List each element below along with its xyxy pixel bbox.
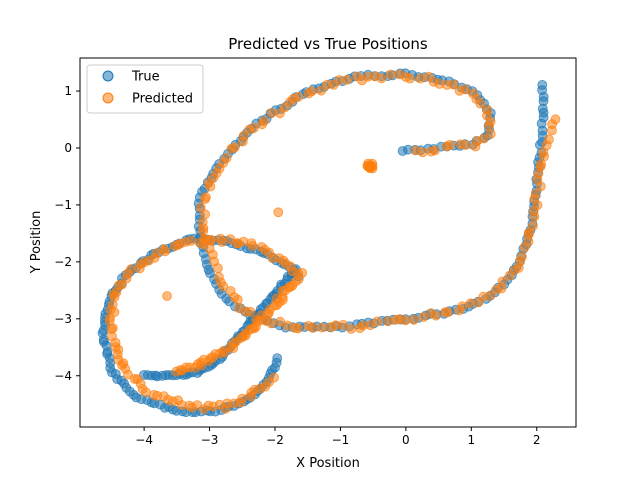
predicted-point	[322, 79, 333, 90]
predicted-point	[218, 281, 229, 292]
y-tick-label: 0	[64, 141, 72, 155]
predicted-point	[352, 71, 362, 82]
predicted-point	[338, 319, 349, 330]
true-point	[537, 80, 548, 90]
predicted-point	[415, 73, 426, 84]
x-tick-label: −1	[332, 433, 350, 447]
predicted-point	[417, 147, 428, 158]
legend-marker-predicted	[102, 92, 114, 104]
predicted-point	[497, 276, 508, 287]
predicted-point	[303, 88, 314, 99]
predicted-point	[485, 290, 496, 301]
y-tick-label: −2	[54, 255, 72, 269]
predicted-point	[418, 312, 429, 322]
plot-frame	[79, 57, 577, 428]
predicted-point	[293, 323, 304, 334]
x-tick-label: 0	[402, 433, 410, 447]
y-tick-label: −3	[54, 312, 72, 326]
legend-label-true: True	[131, 70, 160, 85]
predicted-point	[307, 322, 318, 333]
predicted-point	[266, 318, 277, 329]
x-tick-label: −4	[135, 433, 153, 447]
x-tick-label: 1	[467, 433, 475, 447]
predicted-point	[429, 145, 440, 156]
y-axis-label: Y Position	[29, 211, 44, 275]
predicted-point	[346, 323, 357, 334]
predicted-point	[274, 108, 285, 119]
predicted-point	[206, 234, 217, 245]
predicted-point	[544, 134, 554, 145]
predicted-point	[485, 129, 496, 139]
predicted-point	[550, 114, 561, 125]
predicted-point	[465, 298, 476, 309]
predicted-cluster-point	[367, 163, 378, 174]
predicted-point	[149, 389, 159, 400]
predicted-outlier-point	[162, 291, 172, 301]
predicted-point	[245, 306, 256, 317]
predicted-point	[205, 181, 216, 192]
predicted-point	[460, 139, 471, 150]
predicted-point	[385, 69, 396, 80]
predicted-point	[244, 124, 255, 135]
predicted-point	[467, 88, 478, 99]
predicted-point	[186, 235, 197, 246]
predicted-point	[430, 310, 441, 321]
x-tick-label: −3	[201, 433, 219, 447]
predicted-point	[442, 307, 453, 318]
predicted-point	[316, 85, 327, 96]
predicted-point	[247, 241, 258, 251]
predicted-point	[457, 301, 468, 312]
predicted-point	[482, 105, 493, 115]
predicted-point	[237, 136, 248, 147]
legend-box	[86, 64, 204, 114]
predicted-point	[478, 133, 489, 144]
predicted-point	[126, 264, 136, 275]
predicted-point	[400, 315, 411, 326]
predicted-point	[530, 188, 541, 199]
predicted-point	[317, 322, 327, 333]
x-tick-label: 2	[533, 433, 541, 447]
predicted-point	[408, 314, 419, 325]
x-tick-label: −2	[266, 433, 284, 447]
y-axis-ticks: −4 −3 −2 −1 0 1	[54, 84, 80, 383]
y-tick-label: 1	[64, 84, 72, 98]
y-tick-label: −4	[54, 369, 72, 383]
predicted-point	[423, 71, 434, 82]
legend-marker-true	[102, 70, 114, 82]
predicted-point	[372, 316, 383, 327]
predicted-point	[217, 237, 228, 247]
predicted-point	[171, 366, 182, 377]
predicted-point	[200, 194, 210, 205]
predicted-point	[212, 263, 223, 274]
predicted-point	[454, 85, 465, 96]
predicted-point	[245, 391, 256, 402]
predicted-point	[266, 108, 277, 118]
x-axis-label: X Position	[296, 456, 360, 471]
x-axis-ticks: −4 −3 −2 −1 0 1 2	[135, 427, 541, 447]
chart-title: Predicted vs True Positions	[228, 35, 428, 53]
series-predicted-points	[104, 69, 561, 415]
legend-label-predicted: Predicted	[132, 92, 193, 107]
predicted-outlier-point	[273, 207, 284, 218]
predicted-point	[226, 143, 237, 154]
legend: True Predicted	[86, 64, 204, 114]
predicted-point	[395, 69, 405, 80]
predicted-point	[160, 246, 171, 257]
predicted-point	[232, 294, 243, 305]
predicted-point	[257, 119, 268, 130]
predicted-point	[444, 139, 455, 150]
predicted-point	[528, 220, 538, 231]
predicted-point	[517, 251, 527, 262]
y-tick-label: −1	[54, 198, 72, 212]
